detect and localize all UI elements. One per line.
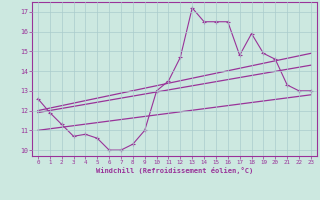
X-axis label: Windchill (Refroidissement éolien,°C): Windchill (Refroidissement éolien,°C) — [96, 167, 253, 174]
